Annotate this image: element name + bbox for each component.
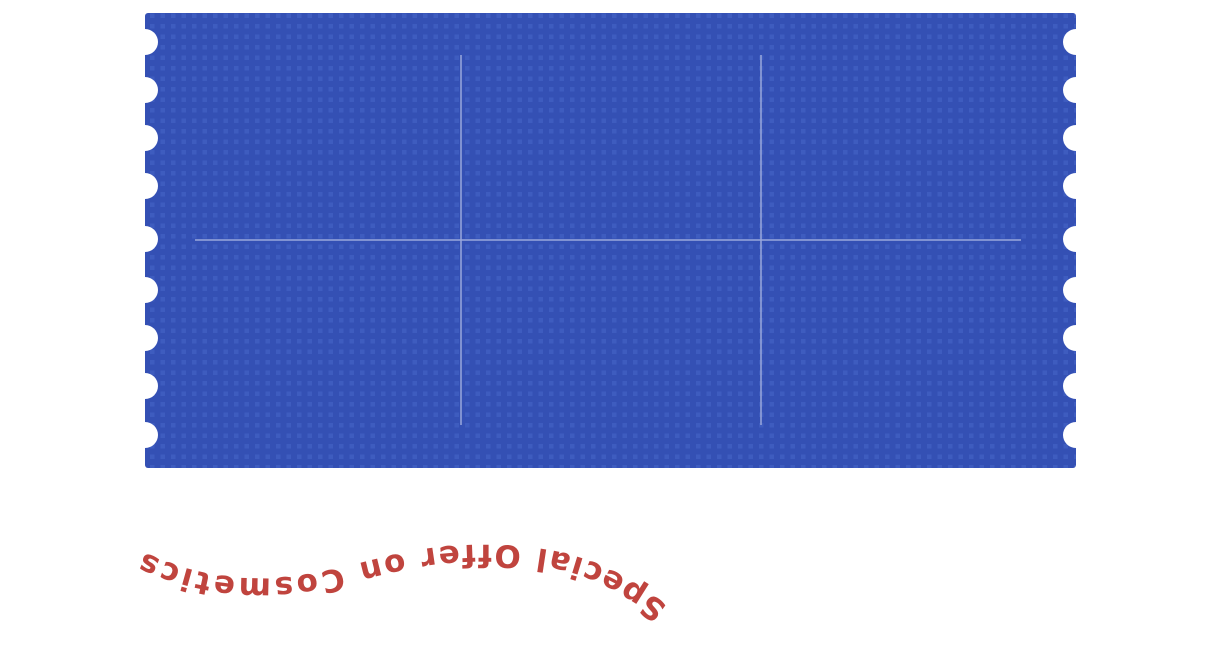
headline-curved-text: Special Offer on Cosmetics — [130, 537, 672, 629]
headline-text: Special Offer on Cosmetics — [130, 537, 669, 629]
